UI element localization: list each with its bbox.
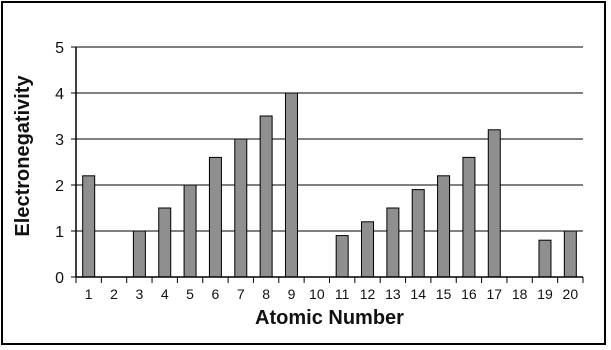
bar-6 [208,156,222,278]
x-tick-label: 18 [512,286,528,302]
bar-19 [538,239,552,278]
x-tick-label: 3 [135,286,143,302]
bar-14 [411,189,425,278]
bar-13 [386,207,400,278]
x-tick-label: 6 [212,286,220,302]
y-tick-label: 0 [55,270,64,287]
y-tick-labels: 0 1 2 3 4 5 [55,40,64,287]
bar-5 [183,184,197,278]
bar-4 [158,207,172,278]
gridlines [76,46,583,232]
x-tick-label: 8 [262,286,270,302]
x-tick-label: 4 [161,286,169,302]
x-tick-label: 11 [335,286,350,302]
x-tick-label: 17 [486,286,502,302]
x-tick-label: 5 [186,286,194,302]
bar-12 [361,221,375,278]
x-tick-label: 2 [110,286,118,302]
y-tick-label: 3 [55,132,64,149]
x-tick-label: 9 [288,286,296,302]
x-axis-title: Atomic Number [255,307,404,329]
chart-frame [1,1,606,345]
x-tick-label: 15 [436,286,452,302]
y-tick-label: 2 [55,178,64,195]
bar-20 [563,230,577,278]
x-tick-label: 12 [360,286,376,302]
bar-15 [437,175,451,278]
x-tick-label: 16 [461,286,477,302]
bar-16 [462,156,476,278]
y-tick-label: 1 [55,224,64,241]
y-tick-label: 4 [55,86,64,103]
x-tick-labels: 1 2 3 4 5 6 7 8 9 10 11 12 13 14 15 16 17 18 19 20 [85,286,579,302]
bar-8 [259,115,273,278]
x-tick-label: 1 [85,286,93,302]
y-axis-title: Electronegativity [12,75,34,237]
bars [82,92,577,278]
y-tick-label: 5 [55,40,64,57]
axes [71,46,584,283]
bar-3 [132,230,146,278]
bar-7 [234,138,248,278]
bar-9 [284,92,298,278]
bar-17 [487,129,501,278]
bar-1 [82,175,96,278]
x-tick-label: 19 [537,286,553,302]
x-tick-label: 14 [410,286,426,302]
bar-11 [335,235,349,278]
x-tick-label: 10 [309,286,325,302]
x-tick-label: 20 [563,286,579,302]
x-tick-label: 13 [385,286,401,302]
x-tick-label: 7 [237,286,245,302]
